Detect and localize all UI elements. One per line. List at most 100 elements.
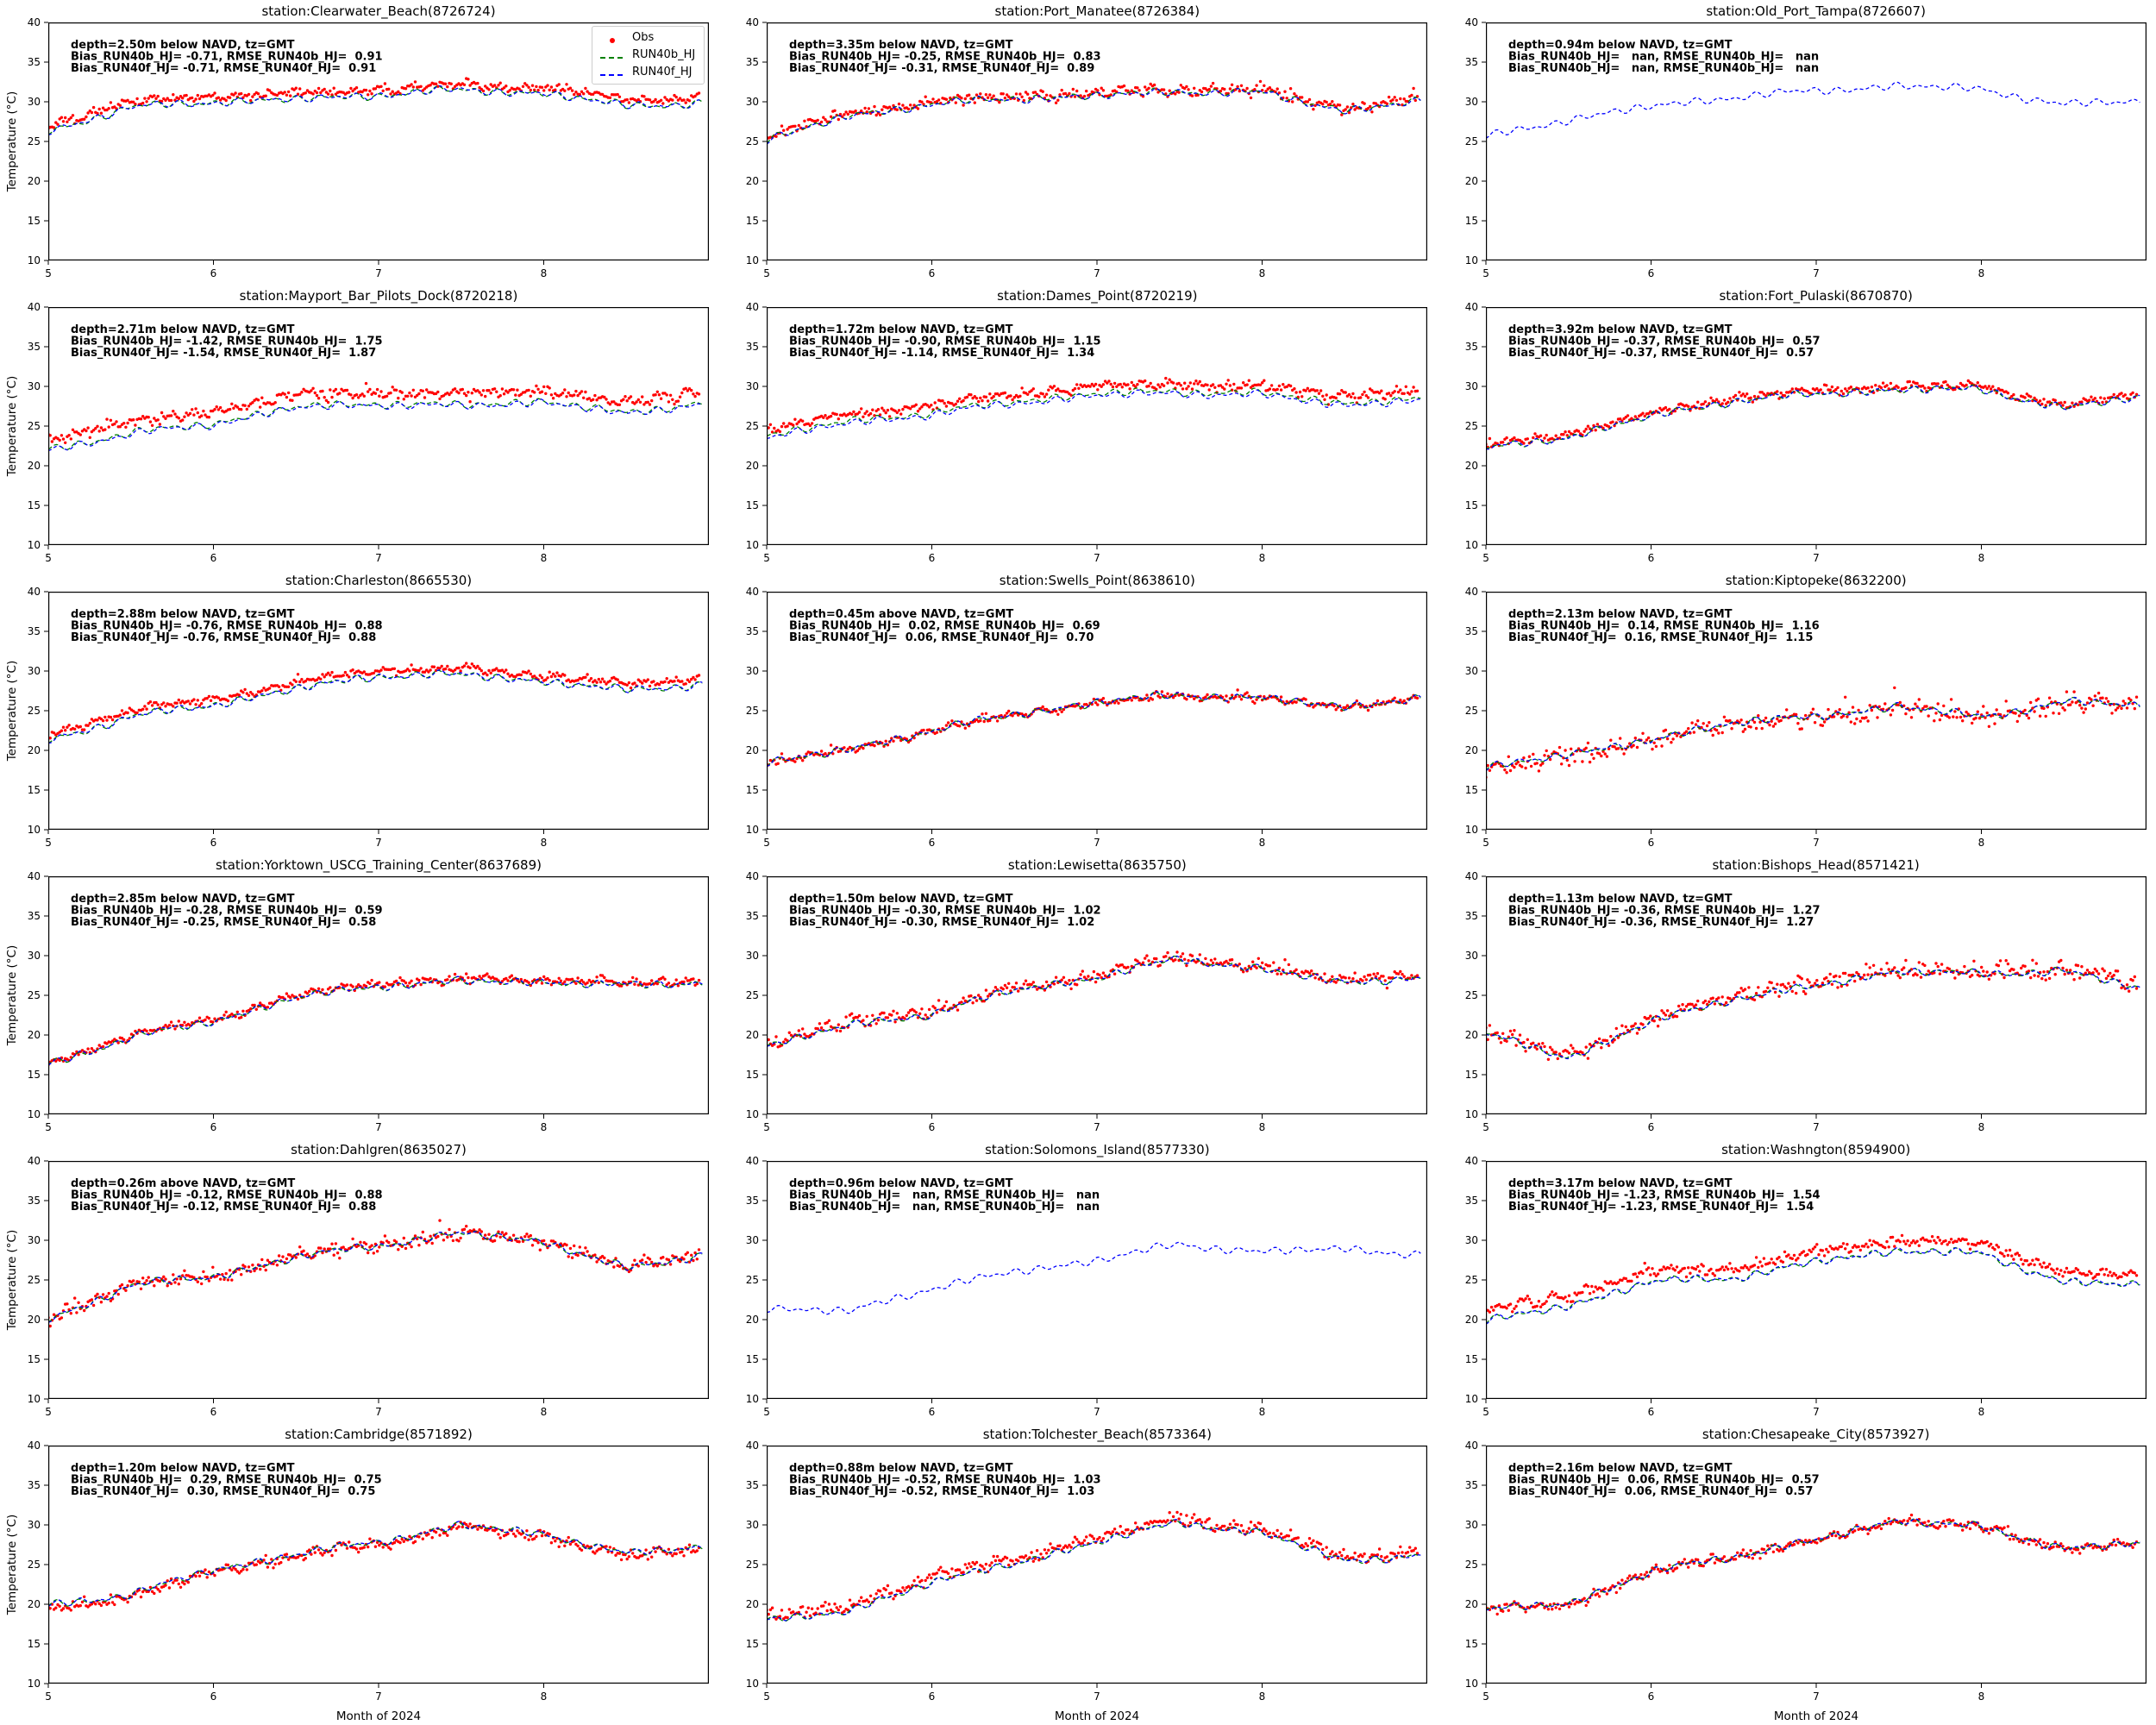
obs-point — [510, 974, 514, 977]
obs-point — [1981, 705, 1985, 708]
obs-point — [930, 404, 933, 407]
obs-point — [1627, 742, 1632, 745]
obs-point — [2127, 989, 2131, 993]
obs-point — [1898, 700, 1902, 705]
obs-point — [549, 393, 554, 397]
obs-point — [492, 1239, 497, 1243]
obs-point — [319, 1246, 323, 1250]
obs-point — [1987, 1245, 1990, 1248]
obs-point — [1976, 381, 1979, 385]
obs-point — [497, 1230, 500, 1233]
y-tick-label: 20 — [746, 1029, 759, 1041]
obs-point — [1416, 974, 1420, 977]
obs-point — [139, 417, 143, 421]
obs-point — [1586, 741, 1589, 745]
obs-point — [2023, 708, 2027, 712]
obs-point — [1508, 1029, 1512, 1033]
obs-point — [1983, 385, 1987, 388]
y-tick-label: 40 — [746, 16, 759, 28]
obs-point — [1236, 688, 1240, 692]
obs-point — [527, 388, 530, 392]
obs-point — [971, 396, 975, 400]
obs-point — [166, 97, 169, 100]
obs-point — [385, 982, 389, 985]
obs-point — [172, 1273, 175, 1276]
obs-point — [1917, 1244, 1921, 1247]
obs-point — [1004, 97, 1007, 100]
obs-point — [1338, 104, 1342, 107]
obs-point — [633, 402, 636, 405]
obs-point — [1188, 381, 1193, 385]
obs-point — [2108, 971, 2112, 975]
obs-point — [1210, 85, 1213, 88]
obs-point — [96, 718, 99, 722]
x-tick-label: 7 — [375, 1406, 382, 1418]
obs-point — [1238, 694, 1242, 699]
obs-point — [1542, 1302, 1546, 1306]
obs-point — [360, 90, 364, 94]
obs-point — [665, 677, 668, 681]
legend-label: RUN40b_HJ — [632, 48, 696, 61]
obs-point — [2100, 400, 2104, 405]
y-tick-label: 20 — [28, 1314, 41, 1326]
obs-point — [1707, 1000, 1711, 1004]
obs-point — [2085, 969, 2089, 972]
obs-point — [183, 1020, 186, 1024]
obs-point — [1166, 381, 1170, 385]
obs-point — [2008, 1248, 2011, 1252]
obs-point — [1762, 1257, 1765, 1260]
obs-point — [801, 419, 805, 423]
obs-point — [118, 713, 122, 717]
obs-point — [1883, 974, 1887, 977]
obs-point — [881, 108, 884, 111]
obs-point — [663, 96, 667, 99]
obs-point — [332, 389, 335, 393]
obs-point — [2060, 404, 2065, 407]
obs-point — [1539, 434, 1542, 437]
obs-point — [429, 84, 432, 87]
obs-point — [1811, 707, 1814, 711]
obs-point — [1915, 1239, 1919, 1243]
obs-point — [192, 99, 196, 104]
obs-point — [360, 392, 364, 396]
obs-point — [1087, 975, 1090, 978]
obs-point — [1524, 1050, 1527, 1053]
obs-point — [1529, 1301, 1532, 1305]
obs-point — [668, 393, 673, 397]
obs-point — [175, 1277, 179, 1281]
obs-point — [1959, 715, 1962, 719]
obs-point — [561, 392, 565, 395]
y-tick-label: 35 — [1464, 341, 1477, 353]
obs-point — [342, 91, 345, 95]
y-tick-label: 40 — [746, 870, 759, 882]
obs-point — [1236, 85, 1240, 89]
obs-point — [1985, 386, 1989, 391]
obs-point — [368, 387, 372, 392]
obs-point — [1946, 1243, 1949, 1246]
obs-point — [538, 976, 542, 981]
obs-point — [858, 411, 862, 414]
obs-point — [635, 977, 638, 981]
obs-point — [177, 698, 180, 702]
obs-scatter — [48, 381, 701, 444]
x-tick-label: 8 — [1977, 1121, 1984, 1133]
obs-point — [529, 672, 532, 676]
obs-point — [1702, 402, 1705, 406]
obs-point — [200, 414, 204, 417]
x-tick-label: 6 — [1647, 267, 1654, 279]
obs-point — [1917, 698, 1921, 701]
obs-point — [1253, 701, 1257, 705]
obs-point — [2114, 708, 2117, 712]
obs-point — [291, 683, 294, 687]
obs-point — [945, 97, 949, 101]
obs-point — [1803, 713, 1808, 718]
obs-point — [423, 396, 427, 399]
obs-point — [1374, 102, 1378, 105]
obs-point — [1527, 1297, 1531, 1301]
obs-point — [600, 677, 605, 681]
obs-point — [844, 110, 849, 114]
obs-point — [1654, 1014, 1658, 1019]
obs-point — [1308, 97, 1312, 102]
y-axis-label: Temperature (°C) — [5, 91, 19, 193]
obs-point — [423, 1238, 427, 1241]
